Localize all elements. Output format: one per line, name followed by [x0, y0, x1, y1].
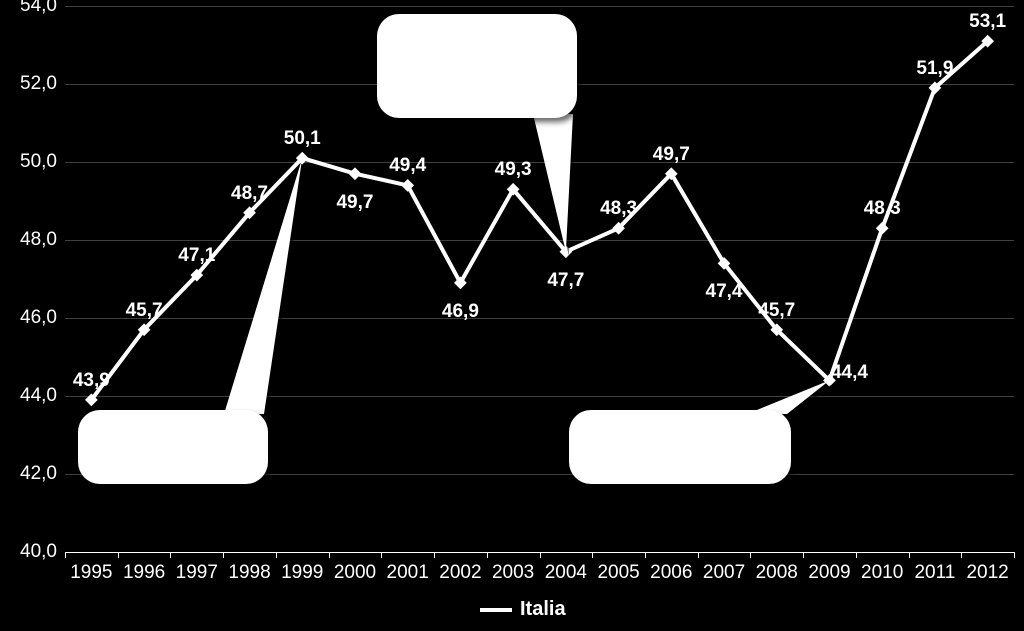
data-label: 47,4 [706, 281, 743, 303]
callout-pointer [747, 380, 829, 414]
data-label: 47,1 [178, 245, 215, 267]
legend-line-icon [480, 608, 512, 612]
data-label: 49,7 [336, 192, 373, 214]
data-label: 46,9 [442, 301, 479, 323]
legend-label: Italia [520, 598, 566, 621]
line-chart: 40,042,044,046,048,050,052,054,019951996… [0, 0, 1024, 631]
callout-box [377, 14, 577, 118]
data-label: 49,7 [653, 144, 690, 166]
data-label: 49,4 [389, 155, 426, 177]
data-label: 44,4 [831, 362, 868, 384]
data-label: 51,9 [916, 58, 953, 80]
data-marker [876, 222, 889, 235]
data-label: 43,9 [73, 370, 110, 392]
data-label: 45,7 [758, 300, 795, 322]
data-label: 48,3 [600, 198, 637, 220]
data-label: 47,7 [547, 270, 584, 292]
legend: Italia [480, 598, 566, 621]
data-marker [349, 167, 362, 180]
data-label: 53,1 [969, 11, 1006, 33]
data-label: 50,1 [284, 128, 321, 150]
callout-box [78, 410, 268, 484]
data-label: 48,3 [864, 198, 901, 220]
callout-box [569, 410, 791, 484]
data-label: 48,7 [231, 183, 268, 205]
data-label: 49,3 [495, 159, 532, 181]
data-label: 45,7 [126, 300, 163, 322]
